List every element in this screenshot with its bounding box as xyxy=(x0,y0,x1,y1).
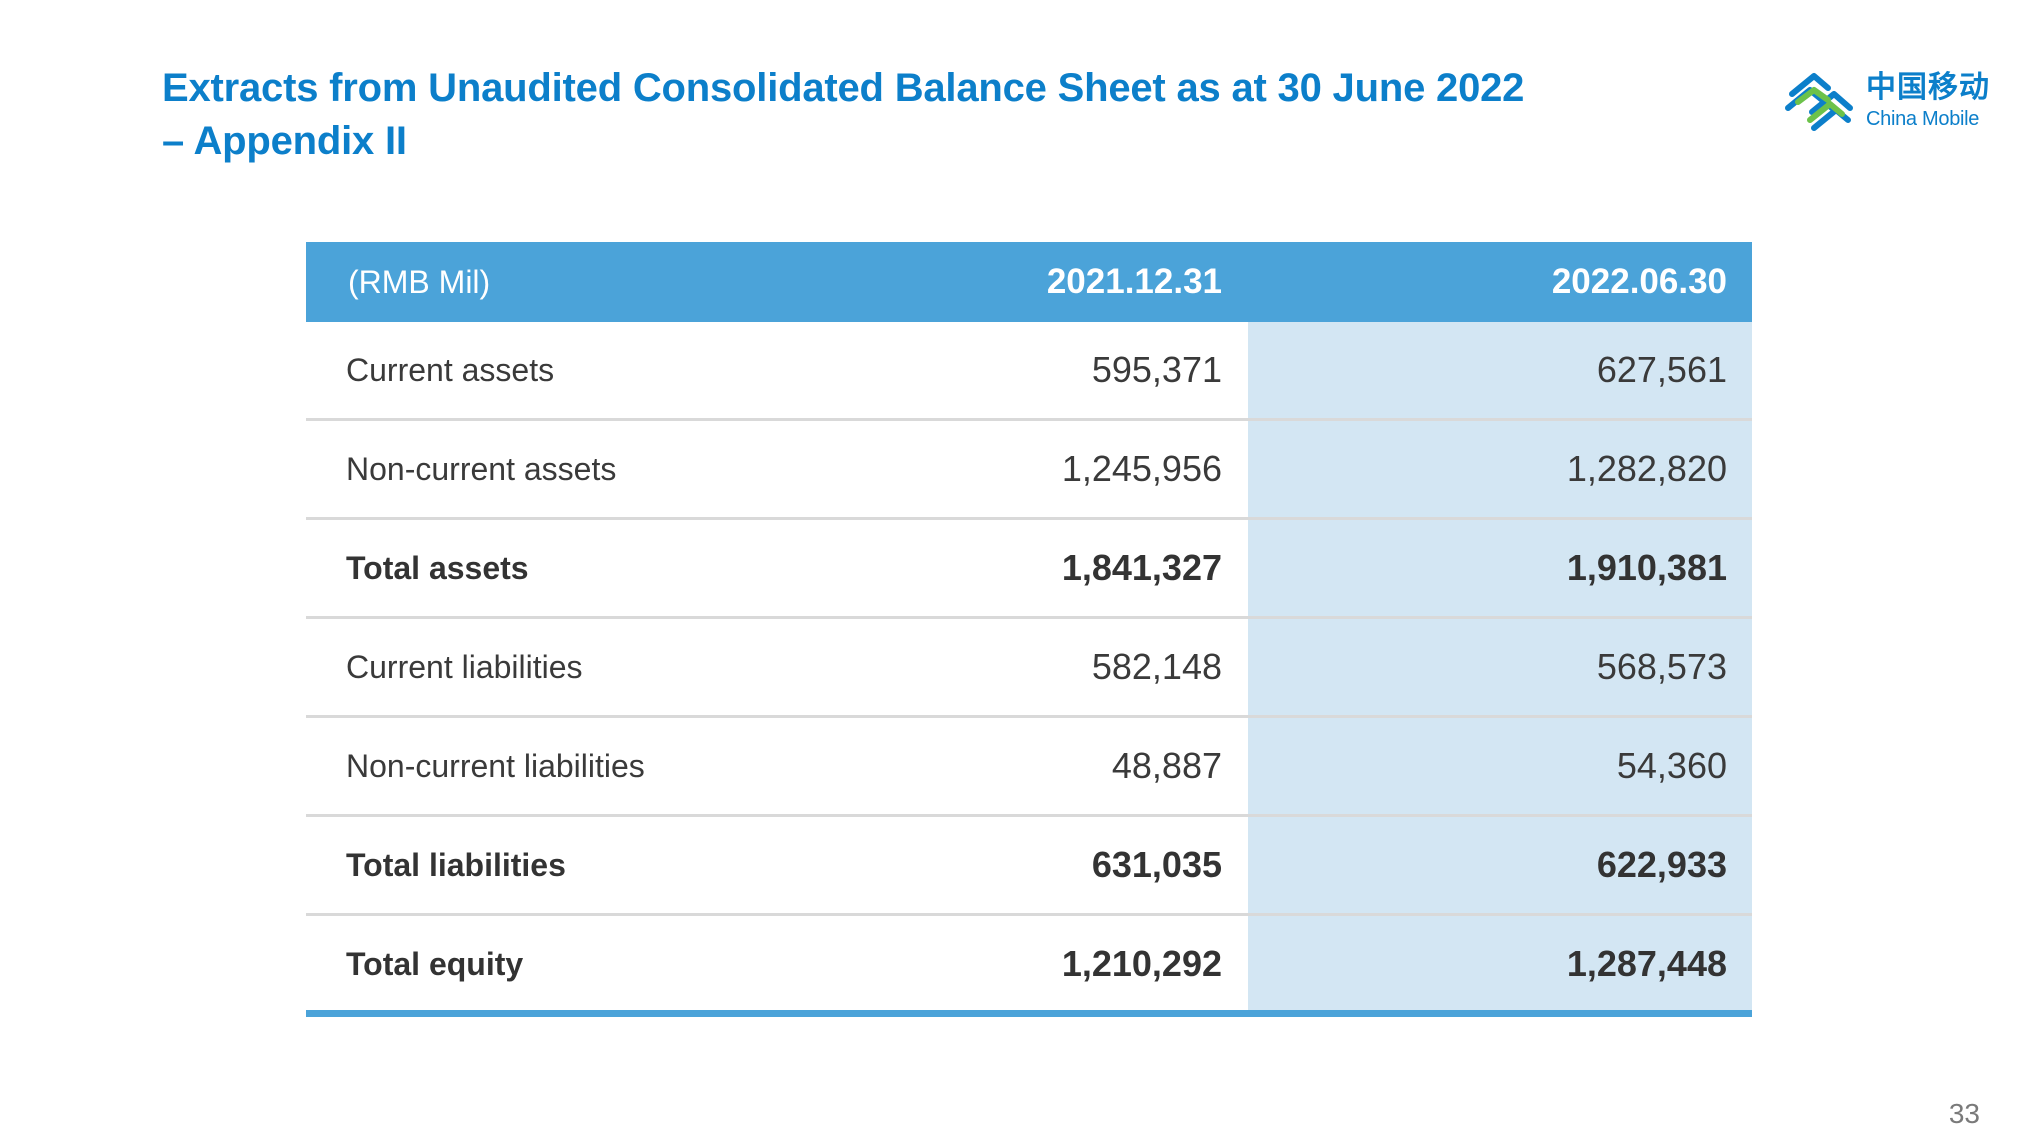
table-row: Total assets 1,841,327 1,910,381 xyxy=(306,520,1752,619)
row-shade xyxy=(1248,916,1752,1010)
row-value-2021: 631,035 xyxy=(1091,844,1222,885)
row-shade xyxy=(1248,520,1752,616)
table-row: Current assets 595,371 627,561 xyxy=(306,322,1752,421)
table-row: Total liabilities 631,035 622,933 xyxy=(306,817,1752,916)
row-label: Current assets xyxy=(346,352,555,388)
table-header: (RMB Mil) 2021.12.31 2022.06.30 xyxy=(306,242,1752,322)
table-row: Total equity 1,210,292 1,287,448 xyxy=(306,916,1752,1017)
row-value-2022: 1,282,820 xyxy=(1566,448,1727,489)
table-row: Non-current liabilities 48,887 54,360 xyxy=(306,718,1752,817)
balance-sheet-table: (RMB Mil) 2021.12.31 2022.06.30 Current … xyxy=(306,242,1752,1017)
row-value-2022: 627,561 xyxy=(1596,349,1727,390)
header-col-2022: 2022.06.30 xyxy=(1551,262,1727,301)
page-title: Extracts from Unaudited Consolidated Bal… xyxy=(162,62,1662,168)
row-shade xyxy=(1248,718,1752,814)
row-value-2021: 48,887 xyxy=(1111,745,1222,786)
title-line-2: – Appendix II xyxy=(162,119,407,163)
row-value-2021: 1,245,956 xyxy=(1061,448,1222,489)
table-row: Current liabilities 582,148 568,573 xyxy=(306,619,1752,718)
row-shade xyxy=(1248,322,1752,418)
logo-english-name: China Mobile xyxy=(1866,108,1980,130)
row-value-2021: 1,210,292 xyxy=(1061,943,1222,984)
row-label: Non-current liabilities xyxy=(346,748,645,784)
row-value-2022: 54,360 xyxy=(1616,745,1727,786)
china-mobile-logo: 中国移动 China Mobile xyxy=(1784,68,1994,134)
row-shade xyxy=(1248,619,1752,715)
row-label: Total assets xyxy=(346,550,529,586)
row-value-2022: 1,287,448 xyxy=(1566,943,1727,984)
logo-chinese-name: 中国移动 xyxy=(1866,70,1990,105)
row-value-2022: 568,573 xyxy=(1596,646,1727,687)
row-label: Non-current assets xyxy=(346,451,617,487)
china-mobile-logo-icon xyxy=(1785,73,1853,131)
row-value-2021: 1,841,327 xyxy=(1061,547,1222,588)
title-line-1: Extracts from Unaudited Consolidated Bal… xyxy=(162,66,1525,110)
row-value-2021: 582,148 xyxy=(1091,646,1222,687)
page-number: 33 xyxy=(1948,1098,1980,1129)
header-unit-label: (RMB Mil) xyxy=(348,264,491,300)
row-label: Total liabilities xyxy=(346,847,566,883)
row-value-2022: 1,910,381 xyxy=(1566,547,1727,588)
row-shade xyxy=(1248,817,1752,913)
table-row: Non-current assets 1,245,956 1,282,820 xyxy=(306,421,1752,520)
row-value-2021: 595,371 xyxy=(1091,349,1222,390)
header-col-2021: 2021.12.31 xyxy=(1046,262,1222,301)
row-value-2022: 622,933 xyxy=(1596,844,1727,885)
row-shade xyxy=(1248,421,1752,517)
row-label: Total equity xyxy=(346,946,524,982)
row-label: Current liabilities xyxy=(346,649,583,685)
